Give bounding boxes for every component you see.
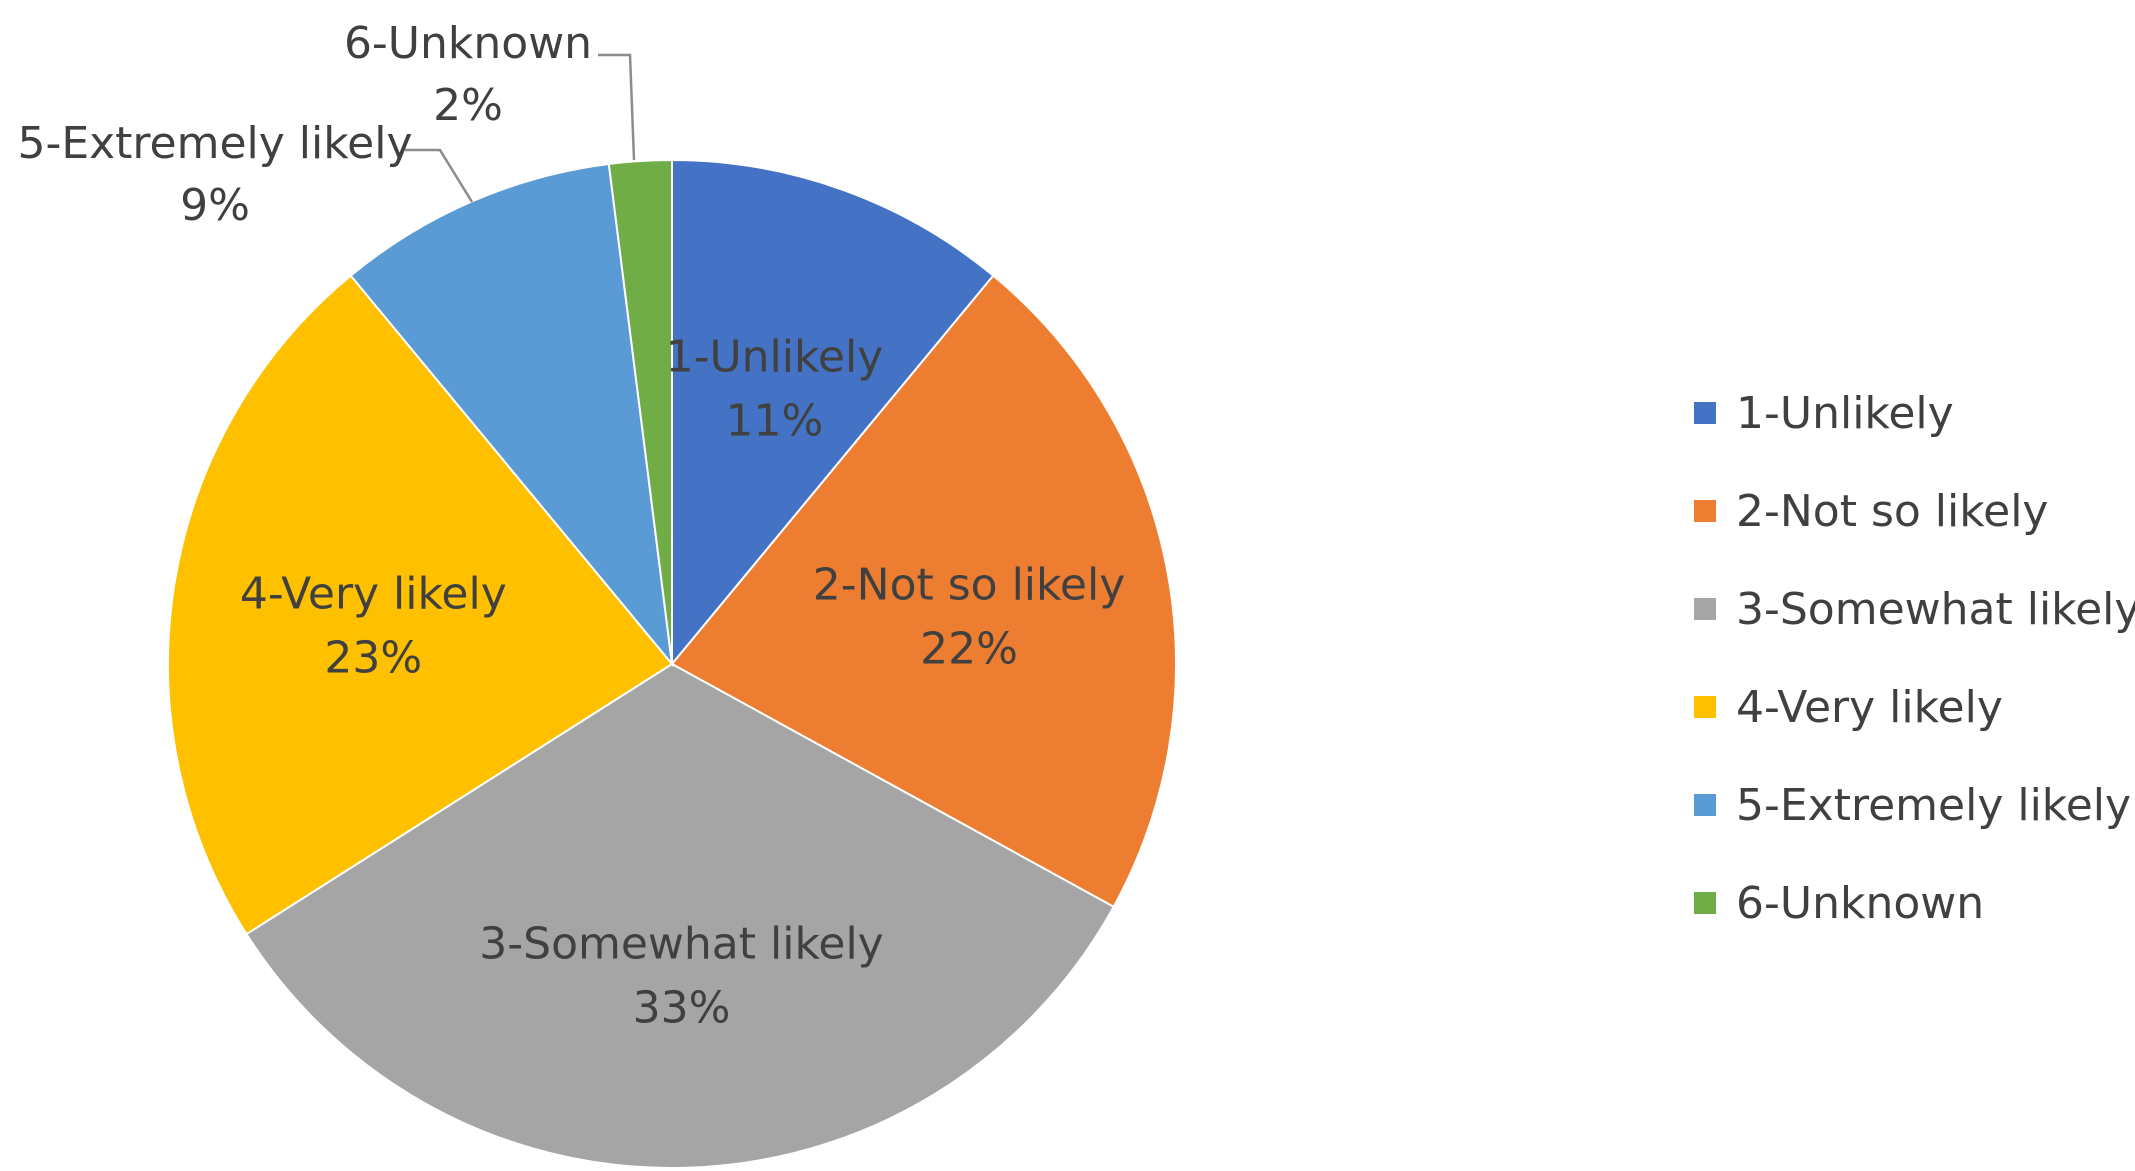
leader-lines <box>405 53 636 203</box>
pie-slice-1-unlikely <box>671 158 995 667</box>
legend: 1-Unlikely 2-Not so likely 3-Somewhat like… <box>1694 388 2135 929</box>
data-value-2-not-so-likely: 22% <box>920 623 1018 674</box>
legend-label-2-not-so-likely: 2-Not so likely <box>1736 486 2048 537</box>
data-label-3-somewhat-likely: 3-Somewhat likely <box>479 918 883 969</box>
data-value-4-very-likely: 23% <box>324 633 422 684</box>
pie-slice-6-unknown <box>607 158 673 665</box>
pie-slices <box>167 158 1177 1169</box>
data-value-3-somewhat-likely: 33% <box>633 982 731 1033</box>
legend-label-3-somewhat-likely: 3-Somewhat likely <box>1736 584 2135 635</box>
data-label-5-extremely-likely: 5-Extremely likely <box>17 118 412 169</box>
data-labels: 1-Unlikely 11% 2-Not so likely 22% 3-Somewha… <box>17 18 1125 1033</box>
data-label-1-unlikely: 1-Unlikely <box>666 331 884 382</box>
legend-swatch-5-extremely-likely <box>1694 794 1716 816</box>
data-label-2-not-so-likely: 2-Not so likely <box>813 559 1125 610</box>
data-value-5-extremely-likely: 9% <box>180 180 250 231</box>
legend-swatch-1-unlikely <box>1694 402 1716 424</box>
data-label-6-unknown: 6-Unknown <box>344 18 592 69</box>
data-value-1-unlikely: 11% <box>726 395 824 446</box>
legend-label-5-extremely-likely: 5-Extremely likely <box>1736 780 2131 831</box>
pie-slice-2-not-so-likely <box>670 274 1177 909</box>
leader-line-5-extremely-likely <box>405 148 474 203</box>
legend-label-4-very-likely: 4-Very likely <box>1736 682 2003 733</box>
legend-label-6-unknown: 6-Unknown <box>1736 878 1984 929</box>
pie-slice-3-somewhat-likely <box>245 662 1116 1169</box>
pie-slice-4-very-likely <box>167 274 674 936</box>
data-value-6-unknown: 2% <box>433 80 503 131</box>
leader-line-6-unknown <box>598 53 636 161</box>
legend-swatch-3-somewhat-likely <box>1694 598 1716 620</box>
legend-swatch-2-not-so-likely <box>1694 500 1716 522</box>
legend-label-1-unlikely: 1-Unlikely <box>1736 388 1954 439</box>
data-label-4-very-likely: 4-Very likely <box>240 569 507 620</box>
legend-swatch-4-very-likely <box>1694 696 1716 718</box>
legend-swatch-6-unknown <box>1694 892 1716 914</box>
